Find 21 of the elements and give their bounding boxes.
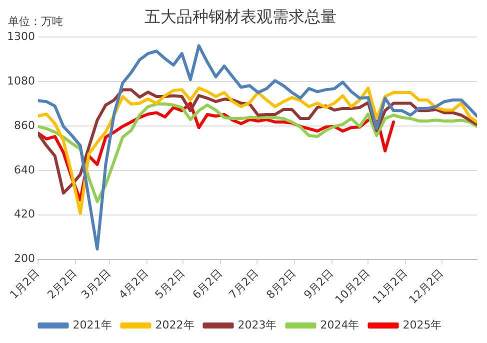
x-tick-label: 6月2日: [190, 266, 225, 302]
x-tick-label: 8月2日: [264, 266, 299, 302]
x-tick-label: 4月2日: [116, 266, 151, 302]
legend-label: 2025年: [402, 318, 442, 332]
y-tick-label: 1080: [6, 74, 35, 88]
y-tick-label: 1300: [6, 30, 35, 44]
legend-label: 2023年: [238, 318, 277, 332]
x-tick-label: 5月2日: [152, 266, 188, 302]
text: 单位：万吨: [8, 14, 63, 28]
y-tick-label: 640: [14, 163, 35, 176]
x-tick-label: 2月2日: [44, 266, 80, 302]
y-tick-label: 420: [14, 208, 35, 221]
y-tick-label: 200: [14, 252, 35, 266]
y-tick-label: 860: [14, 118, 35, 132]
chart-title: 五大品种钢材表观需求总量: [144, 6, 336, 26]
legend-label: 2022年: [155, 318, 194, 332]
x-tick-label: 3月2日: [78, 266, 114, 302]
x-tick-label: 1月2日: [7, 266, 42, 302]
x-tick-label: 7月2日: [226, 266, 262, 302]
legend-label: 2021年: [72, 318, 112, 332]
legend-label: 2024年: [320, 318, 360, 332]
